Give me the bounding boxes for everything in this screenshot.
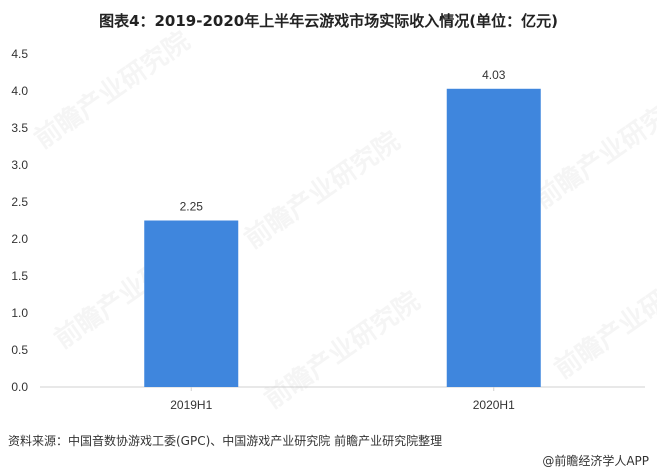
chart-title: 图表4：2019-2020年上半年云游戏市场实际收入情况(单位：亿元): [99, 12, 558, 30]
data-label: 2.25: [180, 200, 204, 214]
x-tick-label: 2019H1: [170, 398, 212, 412]
y-tick-label: 2.5: [11, 195, 28, 209]
y-tick-label: 4.0: [11, 84, 28, 98]
y-tick-label: 2.0: [11, 232, 28, 246]
data-label: 4.03: [482, 68, 506, 82]
y-tick-label: 3.0: [11, 158, 28, 172]
y-tick-label: 0.5: [11, 343, 28, 357]
bar: [446, 88, 541, 387]
y-tick-label: 1.5: [11, 269, 28, 283]
bar-chart: 0.0 0.5 1.0 1.5 2.0 2.5 3.0 3.5 4.0 4.5 2.25 2019H1…: [11, 47, 645, 412]
source-note: 资料来源：中国音数协游戏工委(GPC)、中国游戏产业研究院 前瞻产业研究院整理: [8, 434, 443, 448]
x-tick-label: 2020H1: [473, 398, 515, 412]
y-tick-label: 3.5: [11, 121, 28, 135]
brand-credit: @前瞻经济学人APP: [542, 454, 649, 468]
y-tick-label: 0.0: [11, 380, 28, 394]
bar: [144, 220, 239, 387]
y-tick-label: 1.0: [11, 306, 28, 320]
y-tick-label: 4.5: [11, 47, 28, 61]
